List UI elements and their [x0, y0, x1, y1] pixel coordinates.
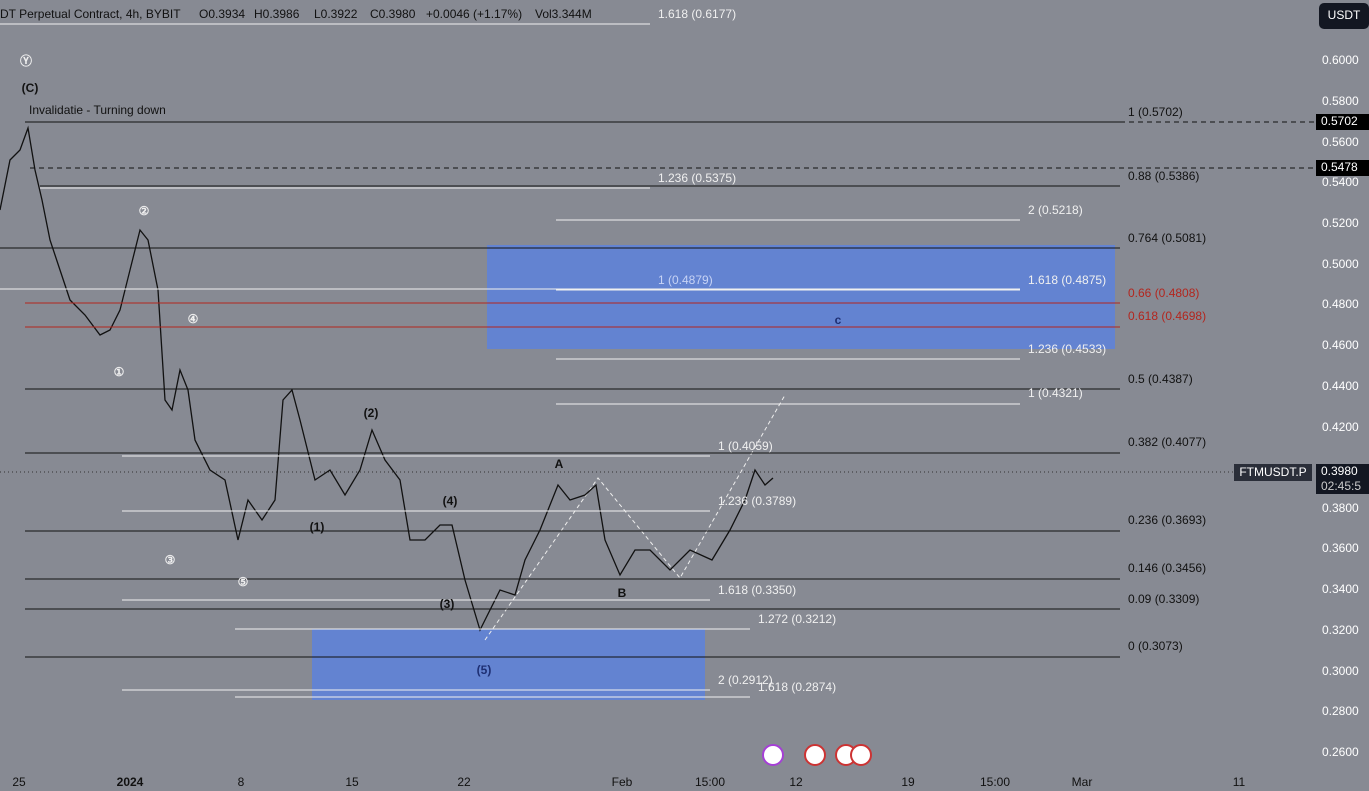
wave-label: c	[835, 313, 842, 327]
fib-label: 0.618 (0.4698)	[1128, 309, 1206, 323]
annotation: Invalidatie - Turning down	[29, 103, 166, 117]
fib-label: 0.382 (0.4077)	[1128, 435, 1206, 449]
wave-label: (3)	[440, 597, 455, 611]
price-axis-label: 0.3200	[1322, 623, 1359, 637]
fib-label: 0.88 (0.5386)	[1128, 169, 1199, 183]
time-axis-label: 8	[238, 775, 245, 789]
header-change: +0.0046 (+1.17%)	[426, 7, 522, 21]
projection-path	[484, 394, 786, 641]
price-axis-label: 0.4200	[1322, 420, 1359, 434]
time-axis-label: 22	[457, 775, 471, 789]
price-axis-label: 0.3800	[1322, 501, 1359, 515]
header-low: L0.3922	[314, 7, 358, 21]
wave-label: (4)	[443, 494, 458, 508]
time-axis-label: 25	[12, 775, 26, 789]
wave-label: B	[618, 586, 627, 600]
time-axis-label: 15:00	[695, 775, 725, 789]
header-symbol: DT Perpetual Contract, 4h, BYBIT	[0, 7, 181, 21]
price-axis-label: 0.4400	[1322, 379, 1359, 393]
price-axis-label: 0.3400	[1322, 582, 1359, 596]
time-axis-label: 12	[789, 775, 803, 789]
wave-label: ②	[139, 204, 150, 218]
fib-label: 1.618 (0.2874)	[758, 680, 836, 694]
fib-label: 0.764 (0.5081)	[1128, 231, 1206, 245]
wave-label: (C)	[22, 81, 39, 95]
fib-label: 1.272 (0.3212)	[758, 612, 836, 626]
ticker-price: 0.3980	[1321, 464, 1358, 478]
wave-label: (2)	[364, 406, 379, 420]
wave-label: ③	[165, 553, 176, 567]
price-tag: 0.5478	[1321, 160, 1358, 174]
fib-label: 1.618 (0.3350)	[718, 583, 796, 597]
fib-label: 0.236 (0.3693)	[1128, 513, 1206, 527]
price-axis-label: 0.4800	[1322, 297, 1359, 311]
wave-label: (5)	[477, 663, 492, 677]
header-high: H0.3986	[254, 7, 300, 21]
price-axis-label: 0.3000	[1322, 664, 1359, 678]
time-axis-label: 2024	[117, 775, 144, 789]
ticker-countdown: 02:45:5	[1321, 479, 1361, 493]
price-tag-box	[1316, 114, 1369, 130]
time-axis-label: Mar	[1072, 775, 1093, 789]
price-axis-label: 0.6000	[1322, 53, 1359, 67]
price-tag: 0.5702	[1321, 114, 1358, 128]
time-axis-label: Feb	[612, 775, 633, 789]
currency-button[interactable]	[1319, 3, 1369, 29]
fib-label: 1.236 (0.5375)	[658, 171, 736, 185]
header-open: O0.3934	[199, 7, 245, 21]
fib-label: 1.618 (0.6177)	[658, 7, 736, 21]
fib-label: 2 (0.5218)	[1028, 203, 1083, 217]
header-close: C0.3980	[370, 7, 416, 21]
time-axis-label: 11	[1233, 775, 1246, 789]
icon[interactable]	[850, 744, 872, 766]
fib-label: 1 (0.4879)	[658, 273, 713, 287]
price-axis-label: 0.3600	[1322, 541, 1359, 555]
event-icons	[762, 744, 872, 766]
fib-label: 0.146 (0.3456)	[1128, 561, 1206, 575]
wave-label: ⑤	[238, 575, 249, 589]
header-volume: Vol3.344M	[535, 7, 592, 21]
fib-label: 0 (0.3073)	[1128, 639, 1183, 653]
price-axis-label: 0.2800	[1322, 704, 1359, 718]
fib-label: 2 (0.2912)	[718, 673, 773, 687]
fib-label: 1 (0.4059)	[718, 439, 773, 453]
target-zone	[487, 245, 1115, 349]
currency-button-label[interactable]: USDT	[1328, 8, 1361, 22]
icon[interactable]	[804, 744, 826, 766]
fib-label: 1.618 (0.4875)	[1028, 273, 1106, 287]
ticker-price-box	[1316, 464, 1369, 494]
time-axis-label: 15	[345, 775, 359, 789]
price-axis-label: 0.4600	[1322, 338, 1359, 352]
time-axis-label: 19	[901, 775, 915, 789]
wave-label: Ⓨ	[20, 53, 32, 68]
price-tag-box	[1316, 160, 1369, 176]
ticker-symbol-box	[1234, 464, 1312, 481]
price-axis-label: 0.5000	[1322, 257, 1359, 271]
wave-label: ①	[114, 365, 125, 379]
fib-label: 0.5 (0.4387)	[1128, 372, 1193, 386]
icon[interactable]	[762, 744, 784, 766]
target-zone	[312, 629, 705, 700]
wave-label: (1)	[310, 520, 325, 534]
time-axis-label: 15:00	[980, 775, 1010, 789]
price-axis-label: 0.5400	[1322, 175, 1359, 189]
fib-label: 1.236 (0.4533)	[1028, 342, 1106, 356]
price-axis-label: 0.5600	[1322, 135, 1359, 149]
fib-label: 1 (0.5702)	[1128, 105, 1183, 119]
wave-label: ④	[188, 312, 199, 326]
price-axis-label: 0.2600	[1322, 745, 1359, 759]
ticker-symbol: FTMUSDT.P	[1239, 465, 1306, 479]
price-path	[0, 125, 774, 632]
fib-label: 0.66 (0.4808)	[1128, 286, 1199, 300]
fib-label: 0.09 (0.3309)	[1128, 592, 1199, 606]
wave-label: A	[555, 457, 564, 471]
fib-label: 1.236 (0.3789)	[718, 494, 796, 508]
price-axis-label: 0.5200	[1322, 216, 1359, 230]
fib-label: 1 (0.4321)	[1028, 386, 1083, 400]
price-axis-label: 0.5800	[1322, 94, 1359, 108]
